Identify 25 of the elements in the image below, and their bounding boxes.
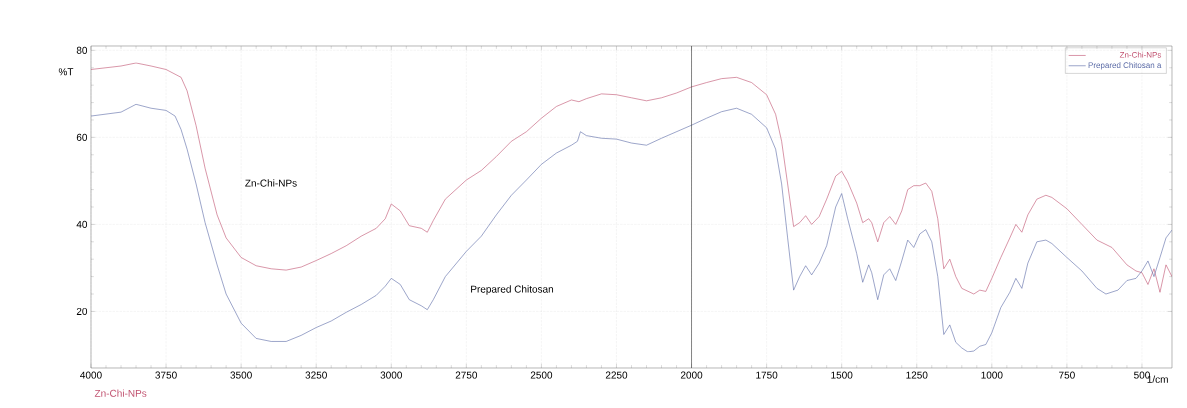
x-tick-label: 4000 [80, 371, 102, 379]
line-series [90, 62, 1172, 295]
x-tick-label: 3750 [155, 371, 177, 379]
x-tick-label: 2250 [605, 371, 628, 379]
x-tick-label: 2000 [680, 371, 703, 379]
x-tick-label: 2500 [530, 371, 553, 379]
y-tick-label: 80 [76, 46, 88, 54]
x-tick-label: 1250 [906, 371, 928, 379]
x-tick-label: 1000 [981, 371, 1003, 379]
y-tick-label: 60 [76, 133, 88, 141]
x-tick-label: 3250 [305, 371, 327, 379]
x-tick-label: 1500 [831, 371, 853, 379]
x-tick-label: 3500 [230, 371, 252, 379]
annotation: Prepared Chitosan [471, 285, 554, 295]
x-tick-label: 1750 [756, 371, 778, 379]
x-tick-label: 750 [1059, 371, 1075, 379]
text: Prepared Chitosan a [1088, 62, 1162, 70]
text: Zn-Chi-NPs [94, 389, 147, 397]
y-tick-label: 40 [76, 220, 88, 228]
text: Zn-Chi-NPs [1119, 51, 1162, 58]
y-tick-label: 20 [76, 307, 88, 315]
x-tick-label: 2750 [455, 371, 478, 379]
y-axis-title: %T [58, 68, 74, 76]
x-tick-label: 3000 [380, 371, 402, 379]
annotation: Zn-Chi-NPs [245, 179, 297, 187]
